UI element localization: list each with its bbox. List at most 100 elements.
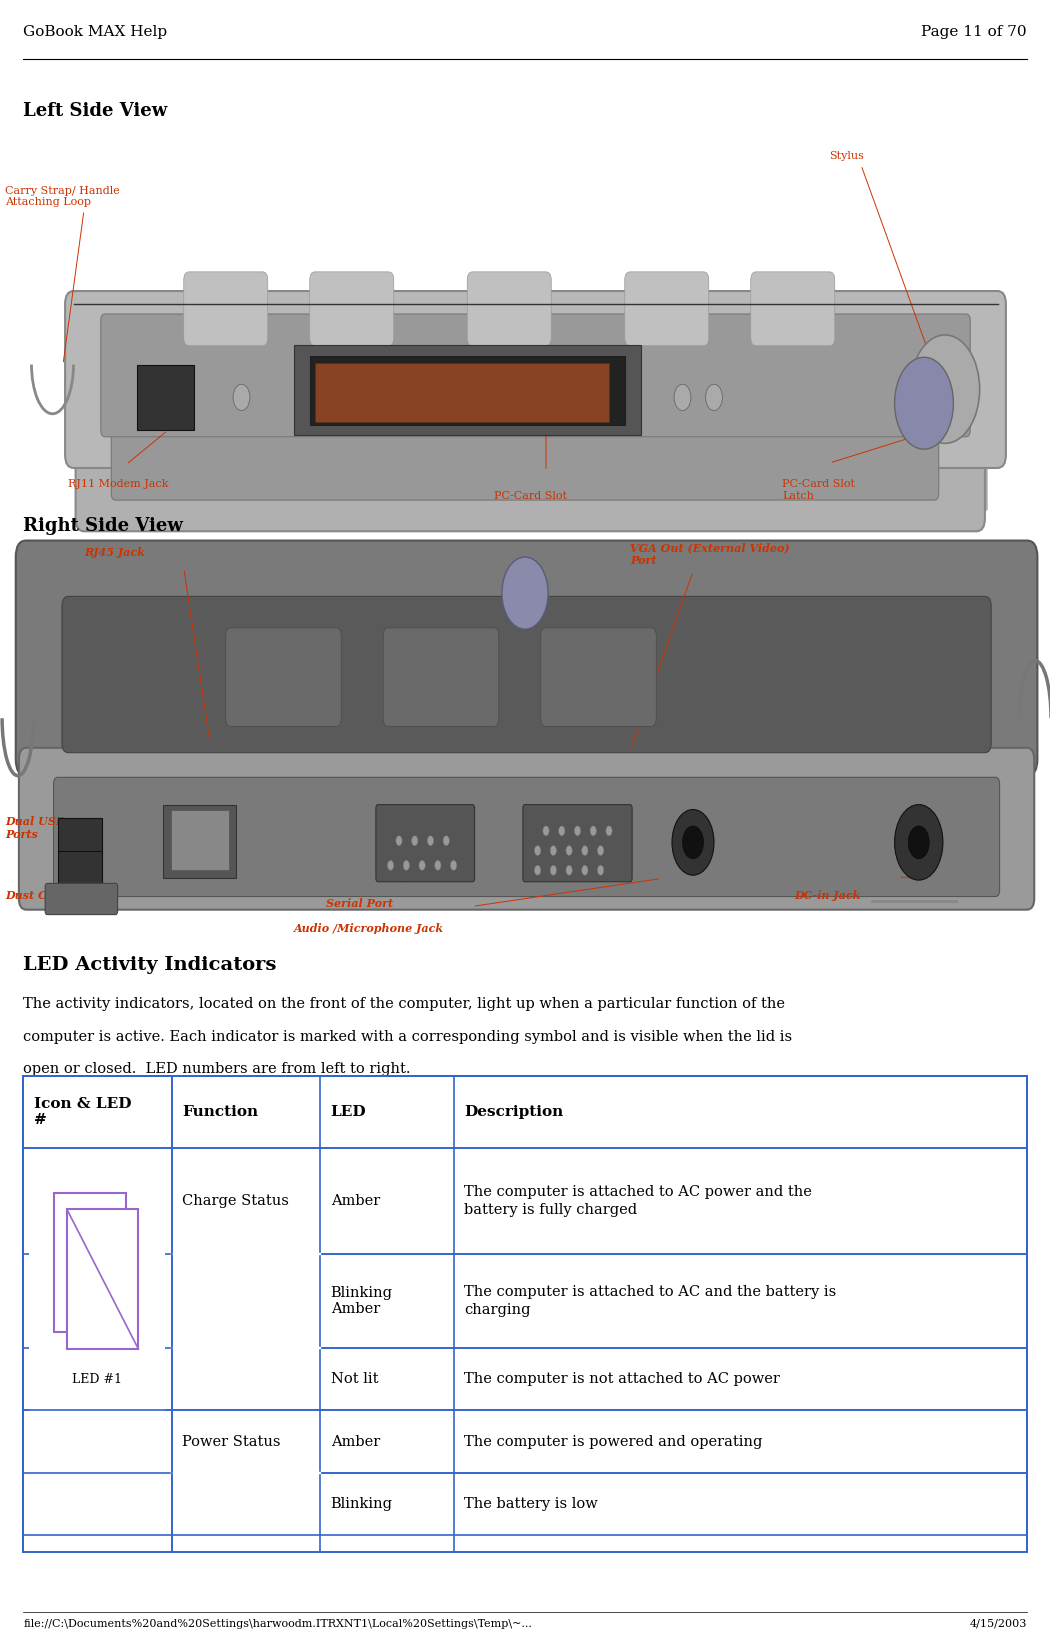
Circle shape bbox=[910, 335, 980, 443]
Bar bbox=[23, 1076, 1027, 1552]
Text: LED #1: LED #1 bbox=[72, 1373, 123, 1386]
Text: Charge Status: Charge Status bbox=[182, 1194, 289, 1209]
Bar bbox=[55, 1192, 126, 1333]
Circle shape bbox=[543, 826, 549, 836]
Text: Blinking
Amber: Blinking Amber bbox=[331, 1286, 393, 1317]
Circle shape bbox=[590, 826, 596, 836]
Text: Page 11 of 70: Page 11 of 70 bbox=[921, 25, 1027, 39]
Text: The computer is attached to AC and the battery is
charging: The computer is attached to AC and the b… bbox=[464, 1286, 837, 1317]
Circle shape bbox=[895, 358, 953, 450]
Text: Stylus: Stylus bbox=[830, 151, 864, 161]
Bar bbox=[136, 365, 194, 430]
Text: open or closed.  LED numbers are from left to right.: open or closed. LED numbers are from lef… bbox=[23, 1062, 411, 1077]
FancyBboxPatch shape bbox=[62, 596, 991, 752]
Circle shape bbox=[559, 826, 565, 836]
FancyBboxPatch shape bbox=[16, 540, 1037, 775]
Text: Amber: Amber bbox=[331, 1435, 380, 1448]
Text: The activity indicators, located on the front of the computer, light up when a p: The activity indicators, located on the … bbox=[23, 997, 785, 1011]
Circle shape bbox=[682, 826, 704, 859]
Circle shape bbox=[566, 865, 572, 875]
Circle shape bbox=[908, 826, 929, 859]
FancyBboxPatch shape bbox=[184, 273, 268, 346]
Text: GoBook MAX Help: GoBook MAX Help bbox=[23, 25, 167, 39]
FancyBboxPatch shape bbox=[45, 883, 118, 915]
Text: Right Side View: Right Side View bbox=[23, 517, 183, 535]
Bar bbox=[29, 1158, 165, 1463]
Circle shape bbox=[534, 846, 541, 855]
Bar bbox=[315, 363, 609, 422]
FancyBboxPatch shape bbox=[226, 627, 341, 726]
Text: RJ45 Jack: RJ45 Jack bbox=[84, 547, 145, 558]
Circle shape bbox=[706, 384, 722, 410]
Circle shape bbox=[550, 846, 556, 855]
Circle shape bbox=[597, 846, 604, 855]
Text: The computer is not attached to AC power: The computer is not attached to AC power bbox=[464, 1373, 780, 1386]
Bar bbox=[58, 818, 102, 854]
Bar bbox=[58, 851, 102, 887]
Circle shape bbox=[672, 810, 714, 875]
Polygon shape bbox=[84, 322, 987, 511]
Circle shape bbox=[443, 836, 449, 846]
Circle shape bbox=[574, 826, 581, 836]
Text: Function: Function bbox=[182, 1105, 258, 1118]
Text: Left Side View: Left Side View bbox=[23, 102, 167, 120]
Text: Not lit: Not lit bbox=[331, 1373, 378, 1386]
Text: Icon & LED
#: Icon & LED # bbox=[34, 1097, 131, 1126]
Bar bbox=[310, 356, 625, 425]
FancyBboxPatch shape bbox=[111, 356, 939, 501]
Text: VGA Out (External Video)
Port: VGA Out (External Video) Port bbox=[630, 542, 790, 565]
Text: Dust Covers: Dust Covers bbox=[5, 890, 80, 901]
Text: Carry Strap/ Handle
Attaching Loop: Carry Strap/ Handle Attaching Loop bbox=[5, 186, 120, 207]
Circle shape bbox=[674, 384, 691, 410]
Circle shape bbox=[582, 846, 588, 855]
Text: RJ11 Modem Jack: RJ11 Modem Jack bbox=[68, 479, 169, 489]
Circle shape bbox=[387, 860, 394, 870]
Bar bbox=[23, 539, 1027, 906]
FancyBboxPatch shape bbox=[310, 273, 394, 346]
Text: Audio /Microphone Jack: Audio /Microphone Jack bbox=[294, 923, 444, 934]
FancyBboxPatch shape bbox=[625, 273, 709, 346]
FancyBboxPatch shape bbox=[751, 273, 835, 346]
Text: file://C:\Documents%20and%20Settings\harwoodm.ITRXNT1\Local%20Settings\Temp\~...: file://C:\Documents%20and%20Settings\har… bbox=[23, 1619, 532, 1629]
Bar bbox=[23, 123, 1027, 471]
Circle shape bbox=[435, 860, 441, 870]
FancyBboxPatch shape bbox=[376, 805, 475, 882]
Circle shape bbox=[502, 557, 548, 629]
FancyBboxPatch shape bbox=[523, 805, 632, 882]
Circle shape bbox=[582, 865, 588, 875]
Circle shape bbox=[427, 836, 434, 846]
Circle shape bbox=[412, 836, 418, 846]
Text: Serial Port: Serial Port bbox=[326, 898, 393, 910]
FancyBboxPatch shape bbox=[19, 747, 1034, 910]
Text: PC-Card Slot
Latch: PC-Card Slot Latch bbox=[782, 479, 856, 501]
Text: LED: LED bbox=[331, 1105, 366, 1118]
FancyBboxPatch shape bbox=[76, 317, 985, 532]
FancyBboxPatch shape bbox=[65, 291, 1006, 468]
Circle shape bbox=[606, 826, 612, 836]
Bar bbox=[171, 810, 229, 870]
FancyBboxPatch shape bbox=[383, 627, 499, 726]
Circle shape bbox=[233, 384, 250, 410]
Circle shape bbox=[419, 860, 425, 870]
Text: Dual USB
Ports: Dual USB Ports bbox=[5, 816, 65, 839]
Circle shape bbox=[895, 805, 943, 880]
Text: DC-in Jack: DC-in Jack bbox=[795, 890, 861, 901]
Circle shape bbox=[403, 860, 410, 870]
Text: Description: Description bbox=[464, 1105, 564, 1118]
Bar bbox=[67, 1209, 139, 1350]
Text: computer is active. Each indicator is marked with a corresponding symbol and is : computer is active. Each indicator is ma… bbox=[23, 1030, 793, 1044]
FancyBboxPatch shape bbox=[541, 627, 656, 726]
Text: The computer is attached to AC power and the
battery is fully charged: The computer is attached to AC power and… bbox=[464, 1186, 812, 1217]
Text: Power Status: Power Status bbox=[182, 1435, 280, 1448]
Text: Amber: Amber bbox=[331, 1194, 380, 1209]
Text: The computer is powered and operating: The computer is powered and operating bbox=[464, 1435, 762, 1448]
Text: The battery is low: The battery is low bbox=[464, 1498, 598, 1511]
Text: PC-Card Slot: PC-Card Slot bbox=[494, 491, 567, 501]
Circle shape bbox=[550, 865, 556, 875]
Circle shape bbox=[534, 865, 541, 875]
Bar bbox=[294, 345, 640, 435]
Circle shape bbox=[450, 860, 457, 870]
Text: 4/15/2003: 4/15/2003 bbox=[969, 1619, 1027, 1629]
Text: Blinking: Blinking bbox=[331, 1498, 393, 1511]
Circle shape bbox=[396, 836, 402, 846]
